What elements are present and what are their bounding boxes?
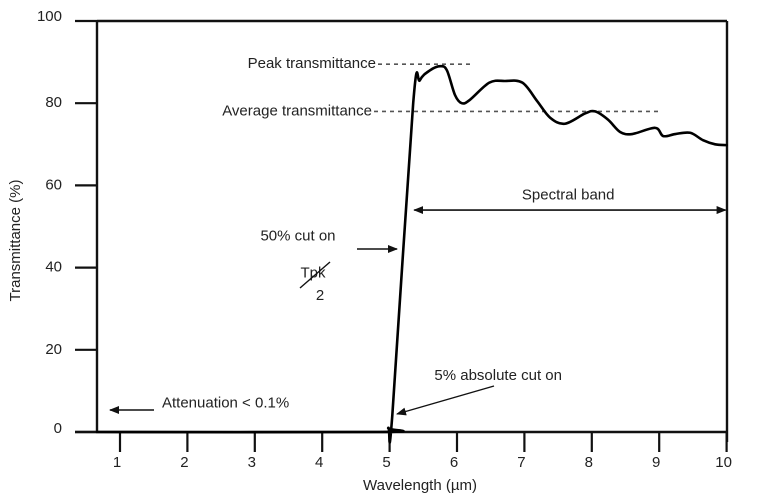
annotation-5-absolute-cut-on: 5% absolute cut on xyxy=(434,367,562,384)
plot-frame xyxy=(75,19,729,442)
annotations: Peak transmittance Average transmittance… xyxy=(109,55,727,416)
tpk-fraction-slash xyxy=(299,261,331,289)
series-line-transmittance xyxy=(95,64,728,444)
x-axis-label: Wavelength (µm) xyxy=(363,477,477,494)
x-tick-label: 6 xyxy=(450,454,458,471)
x-axis: 1 2 3 4 5 6 7 8 9 10 xyxy=(113,432,732,471)
x-tick-label: 9 xyxy=(652,454,660,471)
y-tick-label: 40 xyxy=(45,259,62,276)
annotation-50-cut-on: 50% cut on xyxy=(260,228,335,245)
cut-on-5-arrow xyxy=(396,385,495,416)
y-tick-label: 100 xyxy=(37,8,62,25)
x-tick-label: 2 xyxy=(180,454,188,471)
y-tick-label: 60 xyxy=(45,176,62,193)
annotation-peak-transmittance: Peak transmittance xyxy=(248,55,376,72)
y-axis: 0 20 40 60 80 100 xyxy=(37,8,97,437)
y-tick-label: 20 xyxy=(45,341,62,358)
x-tick-label: 5 xyxy=(382,454,390,471)
x-tick-label: 3 xyxy=(248,454,256,471)
x-tick-label: 10 xyxy=(715,454,732,471)
annotation-tpk: Tpk xyxy=(300,265,326,282)
annotation-attenuation: Attenuation < 0.1% xyxy=(162,394,289,411)
annotation-average-transmittance: Average transmittance xyxy=(222,102,372,119)
x-tick-label: 7 xyxy=(517,454,525,471)
y-tick-label: 80 xyxy=(45,94,62,111)
y-tick-label: 0 xyxy=(54,420,62,437)
annotation-tpk-denominator: 2 xyxy=(316,287,324,304)
y-axis-label: Transmittance (%) xyxy=(7,180,24,302)
x-tick-label: 8 xyxy=(585,454,593,471)
series-group xyxy=(95,64,728,444)
x-tick-label: 1 xyxy=(113,454,121,471)
annotation-spectral-band: Spectral band xyxy=(522,187,615,204)
x-tick-label: 4 xyxy=(315,454,323,471)
